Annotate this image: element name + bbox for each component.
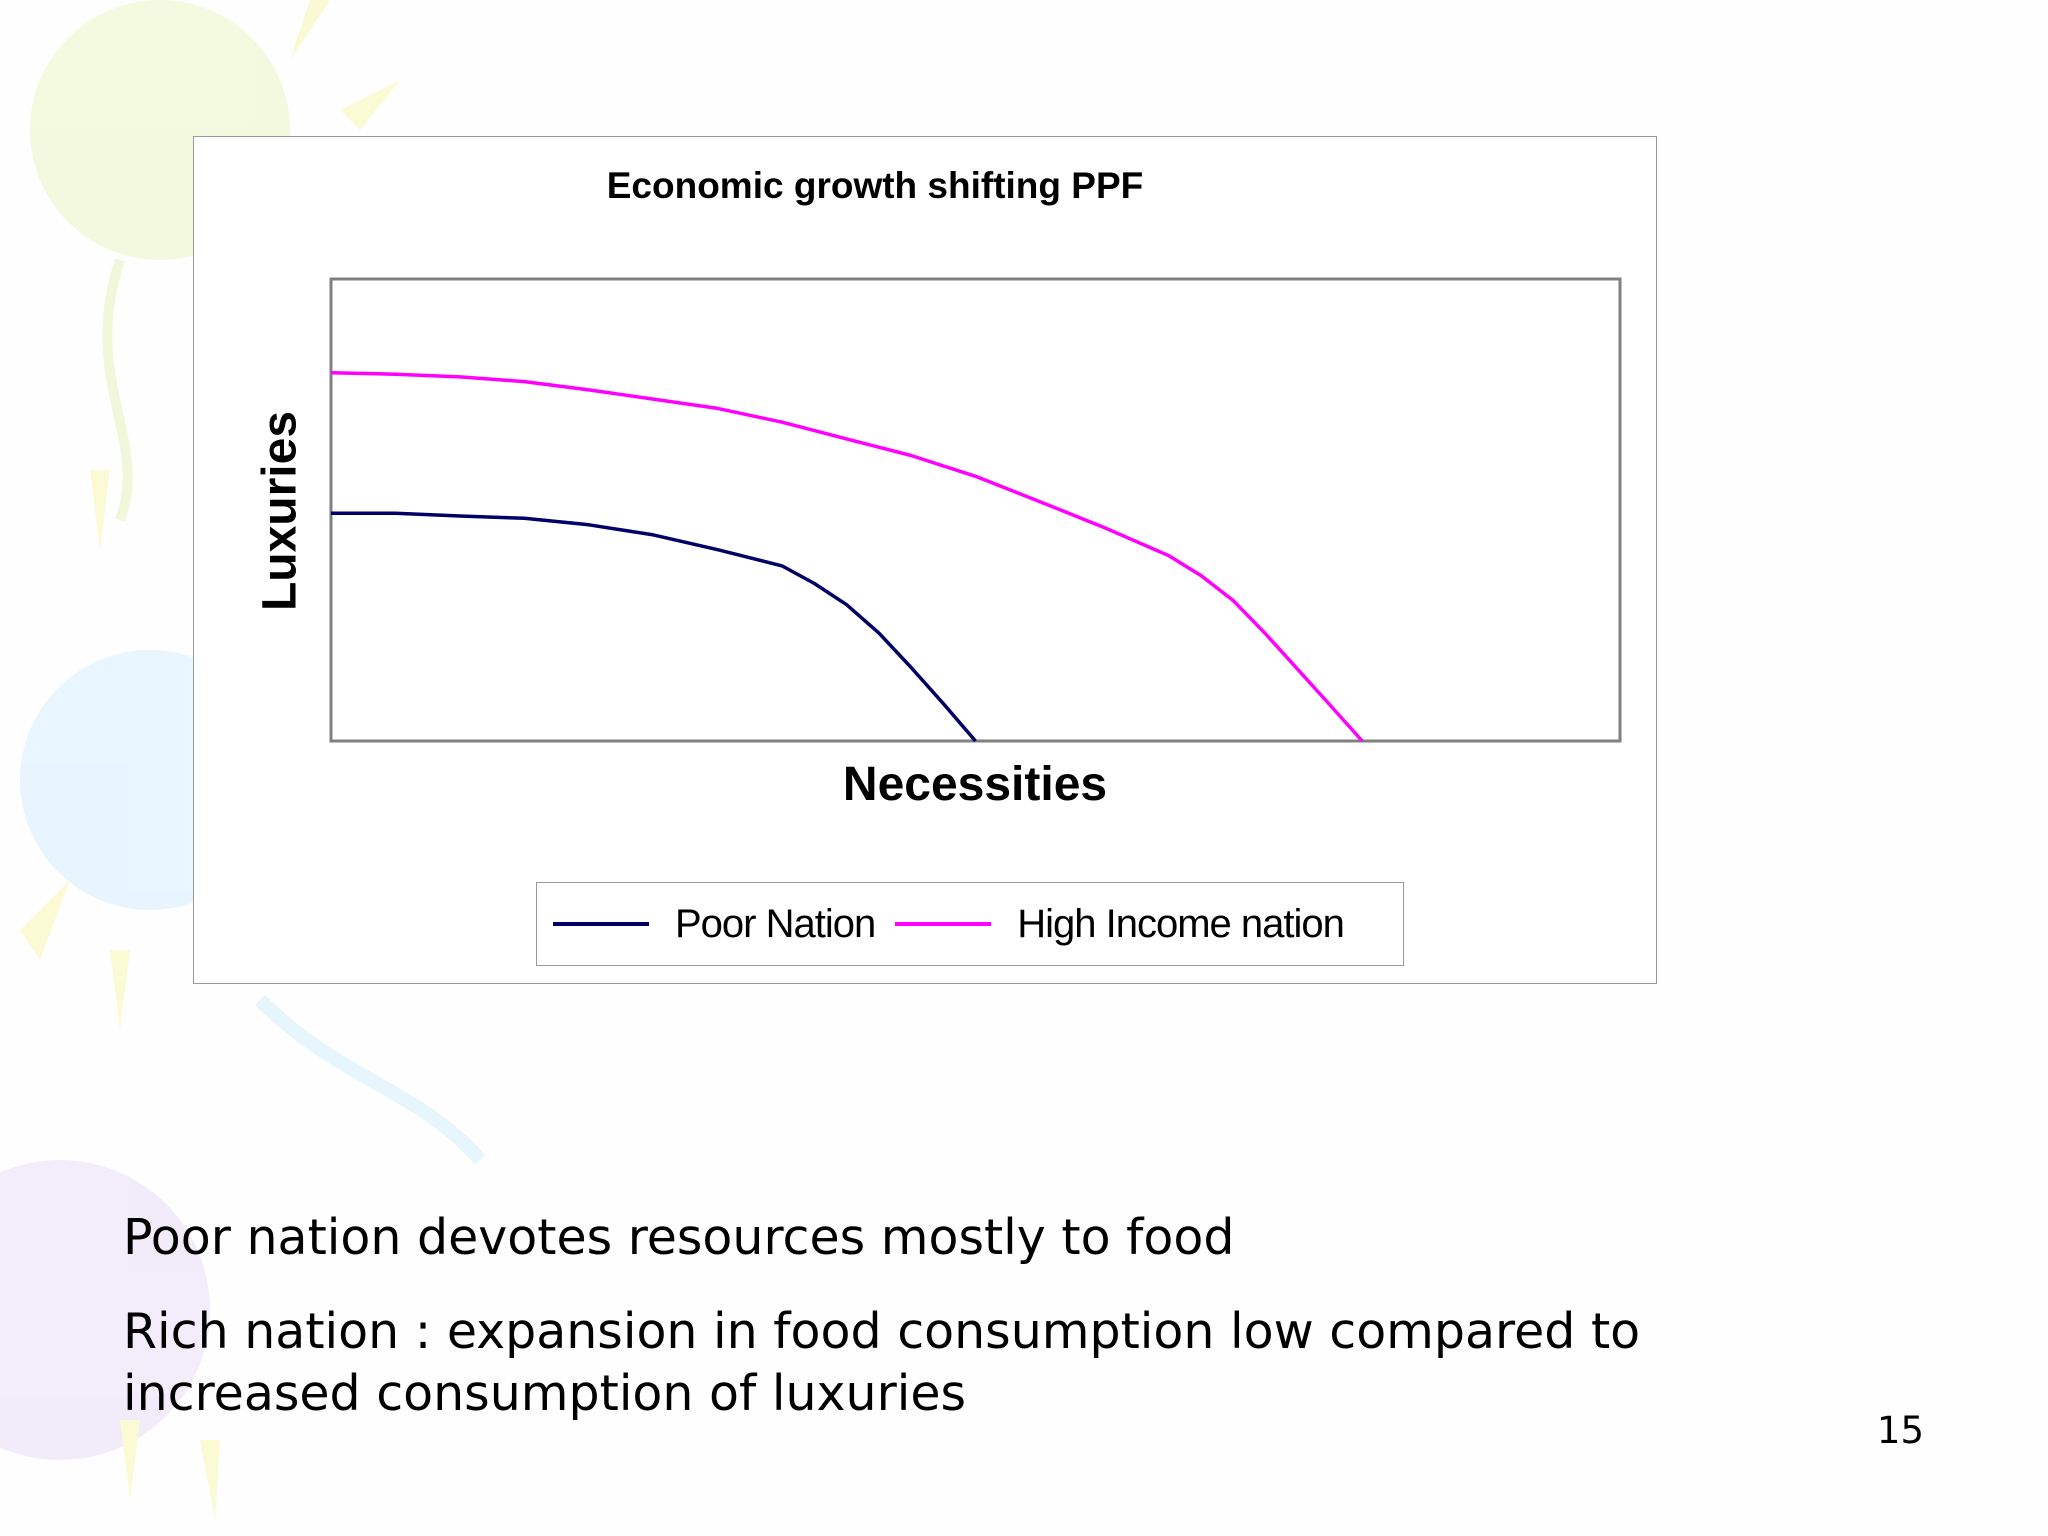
plot-border bbox=[329, 277, 1622, 743]
legend-item-poor-nation: Poor Nation bbox=[553, 901, 876, 947]
x-axis-label: Necessities bbox=[842, 758, 1108, 811]
legend-label-poor-nation: Poor Nation bbox=[675, 901, 876, 946]
plot-area bbox=[329, 277, 1622, 743]
legend-swatch-poor-nation bbox=[553, 922, 649, 926]
series-line-poor-nation bbox=[331, 511, 977, 743]
legend: Poor Nation High Income nation bbox=[536, 882, 1404, 966]
body-text-line-2: Rich nation : expansion in food consumpt… bbox=[123, 1303, 1641, 1422]
legend-label-high-income-nation: High Income nation bbox=[1017, 901, 1345, 946]
page-number: 15 bbox=[1876, 1409, 1924, 1452]
series-line-high-income-nation bbox=[330, 371, 1364, 743]
body-text-line-1: Poor nation devotes resources mostly to … bbox=[123, 1209, 1235, 1266]
chart-title: Economic growth shifting PPF bbox=[606, 165, 1144, 206]
y-axis-label: Luxuries bbox=[253, 410, 307, 612]
chart-container: Economic growth shifting PPF Necessities… bbox=[193, 136, 1657, 984]
legend-item-high-income-nation: High Income nation bbox=[895, 901, 1345, 947]
balloon-purple bbox=[0, 1160, 210, 1460]
legend-swatch-high-income-nation bbox=[895, 922, 992, 926]
series-layer bbox=[330, 371, 1364, 743]
